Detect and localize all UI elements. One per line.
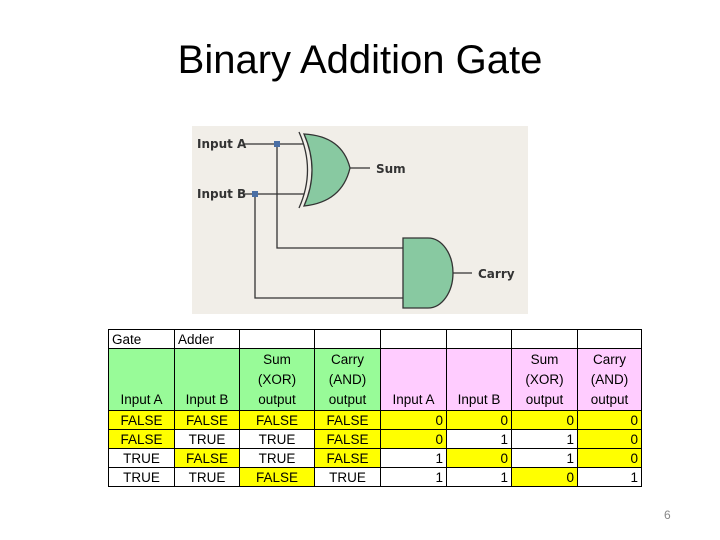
table-cell: TRUE <box>239 448 315 468</box>
and-gate <box>402 237 454 309</box>
table-row: TRUE TRUE FALSE TRUE 1 1 0 1 <box>108 467 642 487</box>
table-cell: TRUE <box>174 467 240 487</box>
table-cell: 1 <box>511 448 578 468</box>
column-header: Carry (AND) output <box>577 348 642 411</box>
table-row: FALSE TRUE TRUE FALSE 0 1 1 0 <box>108 429 642 449</box>
table-cell: 0 <box>577 429 642 449</box>
column-header: Sum (XOR) output <box>239 348 315 411</box>
table-row: Gate Adder <box>108 329 642 349</box>
wire-b <box>244 193 403 299</box>
half-adder-diagram: Input A Input B Sum Carry <box>192 126 528 314</box>
table-cell: TRUE <box>108 448 175 468</box>
table-cell: Adder <box>174 329 240 349</box>
table-cell <box>239 329 315 349</box>
table-cell: TRUE <box>314 467 381 487</box>
page-number: 6 <box>664 508 671 522</box>
table-cell: FALSE <box>174 410 240 430</box>
input-b-label: Input B <box>197 187 246 201</box>
table-cell: 1 <box>577 467 642 487</box>
table-cell: TRUE <box>174 429 240 449</box>
table-cell: TRUE <box>239 429 315 449</box>
table-cell: FALSE <box>108 410 175 430</box>
table-cell: 0 <box>446 410 512 430</box>
xor-gate <box>302 133 351 207</box>
table-cell: 0 <box>511 410 578 430</box>
column-header: Input A <box>380 348 447 411</box>
column-header: Sum (XOR) output <box>511 348 578 411</box>
table-row: FALSE FALSE FALSE FALSE 0 0 0 0 <box>108 410 642 430</box>
column-header: Input B <box>446 348 512 411</box>
table-cell <box>446 329 512 349</box>
table-cell: 0 <box>380 429 447 449</box>
sum-label: Sum <box>376 162 406 176</box>
table-cell: 0 <box>511 467 578 487</box>
table-cell: 1 <box>446 429 512 449</box>
table-cell <box>511 329 578 349</box>
table-cell: FALSE <box>314 410 381 430</box>
xor-back-curve <box>298 131 309 209</box>
table-cell: FALSE <box>239 410 315 430</box>
table-cell: 1 <box>511 429 578 449</box>
slide-title: Binary Addition Gate <box>177 38 543 82</box>
table-cell: FALSE <box>174 448 240 468</box>
table-cell: 1 <box>380 467 447 487</box>
table-cell <box>577 329 642 349</box>
table-cell: 0 <box>446 448 512 468</box>
column-header: Input B <box>174 348 240 411</box>
table-cell: FALSE <box>314 429 381 449</box>
table-cell: Gate <box>108 329 175 349</box>
table-cell: FALSE <box>239 467 315 487</box>
table-cell: FALSE <box>108 429 175 449</box>
input-a-label: Input A <box>197 137 247 151</box>
table-cell: 1 <box>380 448 447 468</box>
table-row: TRUE FALSE TRUE FALSE 1 0 1 0 <box>108 448 642 468</box>
table-cell: 1 <box>446 467 512 487</box>
truth-table: Gate Adder Input A Input B Sum (XOR) output C… <box>108 329 642 487</box>
table-cell <box>314 329 381 349</box>
table-cell: TRUE <box>108 467 175 487</box>
table-cell: 0 <box>380 410 447 430</box>
junction-a <box>274 141 280 147</box>
table-cell: 0 <box>577 448 642 468</box>
header-row: Input A Input B Sum (XOR) output Carry (AND… <box>108 348 642 411</box>
carry-label: Carry <box>478 267 515 281</box>
column-header: Input A <box>108 348 175 411</box>
table-cell: FALSE <box>314 448 381 468</box>
table-cell <box>380 329 447 349</box>
table-cell: 0 <box>577 410 642 430</box>
column-header: Carry (AND) output <box>314 348 381 411</box>
junction-b <box>252 191 258 197</box>
